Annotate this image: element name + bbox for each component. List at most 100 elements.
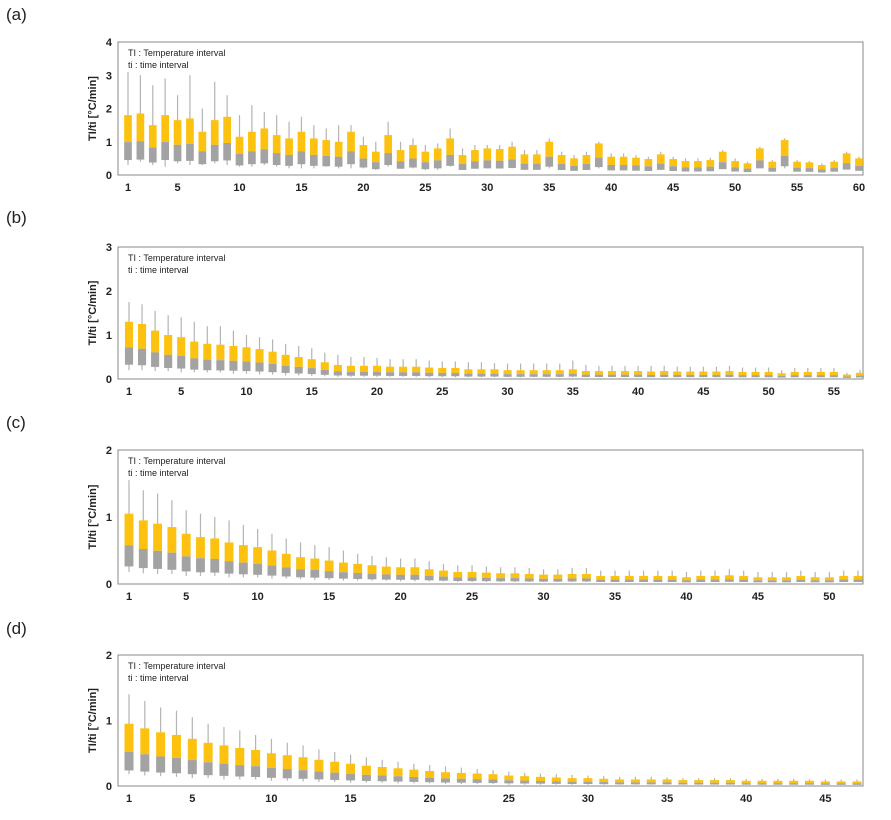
box-lower [581,578,591,582]
box-lower [516,374,525,377]
box-plot [298,745,308,782]
box-plot [294,346,303,376]
box-upper [490,369,499,374]
box-upper [320,362,329,370]
box-plot [829,368,838,378]
box-plot [610,570,620,582]
box-plot [520,772,530,785]
box-plot [764,367,773,378]
chart-c: 0 1 2 TI/ti [°C/min] TI : Temperature interv… [87,445,864,603]
box-plot [346,357,355,377]
box-plot [699,366,708,378]
box-lower [235,765,245,777]
box-plot [384,121,393,167]
box-plot [268,339,277,375]
box-upper [164,335,173,355]
box-lower [553,578,563,582]
box-lower [412,372,421,376]
box-upper [359,365,369,372]
x-tick-label: 40 [740,793,752,805]
plot-frame [117,449,864,585]
box-upper [803,371,812,376]
box-upper [739,575,749,580]
box-plot [842,372,851,378]
y-tick-label: 1 [106,137,112,149]
box-lower [161,142,170,161]
box-upper [377,767,387,776]
box-lower [361,774,371,781]
box-plot [632,155,640,171]
box-upper [409,769,419,777]
box-upper [421,151,430,163]
box-upper [673,371,682,375]
box-lower [793,167,801,172]
box-upper [699,371,708,375]
box-lower [686,374,695,378]
box-lower [458,164,467,171]
box-upper [136,113,145,142]
box-plot [359,357,369,377]
box-lower [171,757,181,774]
box-lower [219,763,229,776]
box-plot [741,778,751,785]
box-lower [694,782,704,785]
box-lower [681,167,690,172]
box-plot [471,145,479,169]
box-upper [216,344,225,361]
box-plot [136,75,145,162]
box-upper [731,161,739,168]
box-lower [396,574,406,580]
box-lower [508,159,516,168]
box-upper [710,575,720,580]
box-upper [520,776,530,781]
box-plot [381,557,391,581]
box-upper [545,141,554,157]
box-lower [210,144,219,162]
box-lower [568,373,577,377]
box-upper [281,354,290,366]
x-tick-label: 35 [543,182,555,194]
box-upper [361,765,371,775]
x-tick-label: 50 [823,591,835,603]
box-plot [334,125,343,169]
box-lower [346,371,355,376]
box-plot [164,315,173,372]
box-plot [367,555,377,581]
y-tick-label: 3 [106,70,112,82]
box-upper [741,780,751,784]
box-plot [743,161,752,173]
chart-d: 0 1 2 TI/ti [°C/min] TI : Temperature interv… [87,650,864,805]
x-tick-label: 15 [344,793,356,805]
box-upper [567,778,577,782]
box-plot [438,361,447,378]
box-upper [620,371,630,375]
box-lower [421,162,430,170]
box-plot [124,71,132,166]
box-plot [223,95,231,166]
box-lower [177,356,186,369]
box-plot [853,570,863,582]
box-upper [272,135,281,154]
box-upper [186,118,194,144]
y-tick-label: 2 [106,445,112,457]
box-plot [647,365,656,378]
x-tick-label: 20 [394,591,406,603]
box-lower [634,374,643,378]
box-upper [248,131,256,152]
box-plot [346,754,356,783]
box-plot [425,360,434,378]
box-plot [359,136,368,169]
box-lower [620,374,630,378]
box-lower [298,770,308,779]
box-plot [151,310,160,372]
box-upper [533,154,541,164]
box-plot [441,766,451,785]
box-plot [551,774,561,785]
box-plot [320,352,329,377]
box-plot [582,151,591,171]
box-upper [805,780,815,784]
box-lower [805,168,814,172]
box-upper [503,370,512,375]
box-upper [425,770,435,778]
box-lower [596,579,606,582]
